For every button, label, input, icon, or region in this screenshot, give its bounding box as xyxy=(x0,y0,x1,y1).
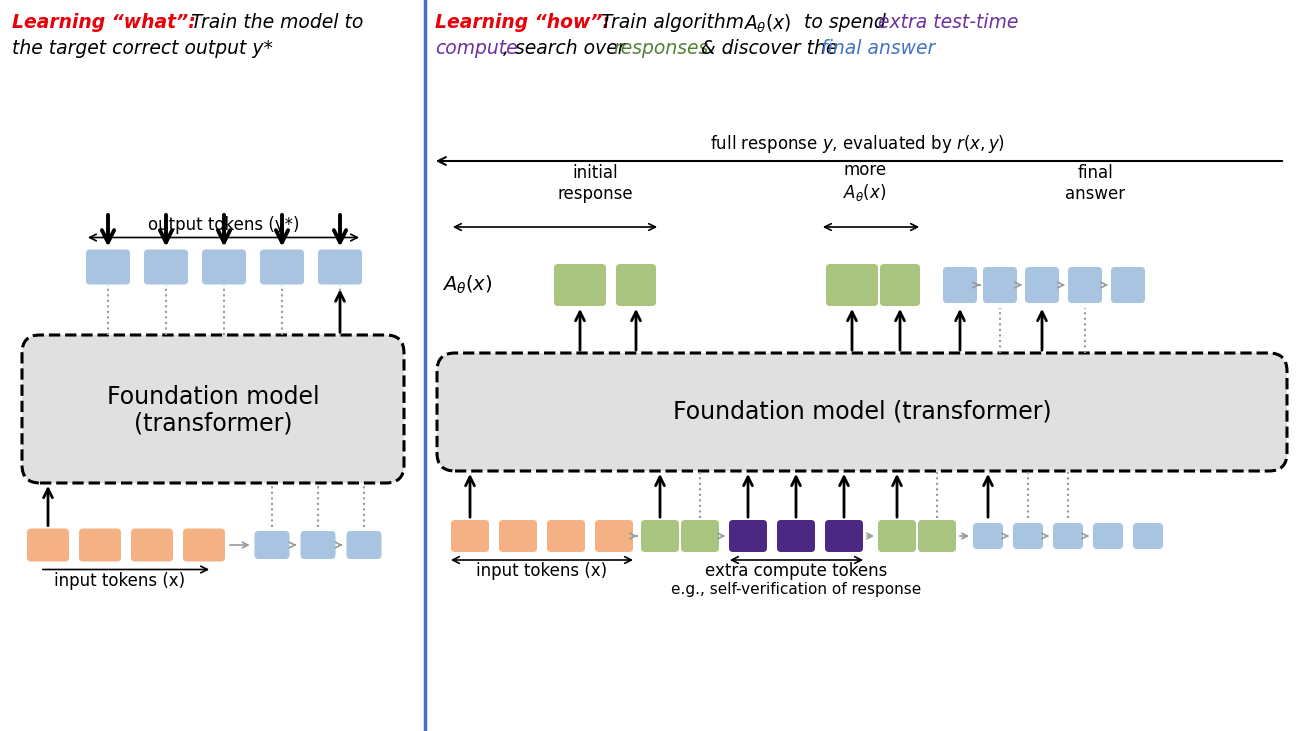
Text: the target correct output y*: the target correct output y* xyxy=(12,39,273,58)
Text: extra test-time: extra test-time xyxy=(878,13,1018,32)
Text: (transformer): (transformer) xyxy=(134,411,292,435)
Text: initial
response: initial response xyxy=(558,164,633,203)
FancyBboxPatch shape xyxy=(1053,523,1083,549)
FancyBboxPatch shape xyxy=(183,529,225,561)
FancyBboxPatch shape xyxy=(777,520,815,552)
FancyBboxPatch shape xyxy=(260,249,304,284)
FancyBboxPatch shape xyxy=(1013,523,1043,549)
Text: Train algorithm: Train algorithm xyxy=(595,13,750,32)
Text: Learning “how”:: Learning “how”: xyxy=(436,13,610,32)
FancyBboxPatch shape xyxy=(595,520,633,552)
Text: Train the model to: Train the model to xyxy=(185,13,364,32)
FancyBboxPatch shape xyxy=(499,520,537,552)
FancyBboxPatch shape xyxy=(255,531,290,559)
FancyBboxPatch shape xyxy=(79,529,121,561)
FancyBboxPatch shape xyxy=(86,249,130,284)
FancyBboxPatch shape xyxy=(347,531,381,559)
Text: full response $y$, evaluated by $r(x,y)$: full response $y$, evaluated by $r(x,y)$ xyxy=(710,133,1005,155)
FancyBboxPatch shape xyxy=(547,520,585,552)
FancyBboxPatch shape xyxy=(1024,267,1060,303)
FancyBboxPatch shape xyxy=(826,264,878,306)
Text: final
answer: final answer xyxy=(1065,164,1124,203)
FancyBboxPatch shape xyxy=(131,529,173,561)
FancyBboxPatch shape xyxy=(22,335,404,483)
FancyBboxPatch shape xyxy=(437,353,1287,471)
FancyBboxPatch shape xyxy=(918,520,956,552)
FancyBboxPatch shape xyxy=(1134,523,1164,549)
FancyBboxPatch shape xyxy=(1093,523,1123,549)
FancyBboxPatch shape xyxy=(641,520,679,552)
Text: compute: compute xyxy=(436,39,517,58)
Text: e.g., self-verification of response: e.g., self-verification of response xyxy=(671,582,922,597)
FancyBboxPatch shape xyxy=(616,264,656,306)
FancyBboxPatch shape xyxy=(300,531,335,559)
FancyBboxPatch shape xyxy=(983,267,1017,303)
Text: extra compute tokens: extra compute tokens xyxy=(705,562,887,580)
FancyBboxPatch shape xyxy=(681,520,719,552)
FancyBboxPatch shape xyxy=(942,267,978,303)
Text: to spend: to spend xyxy=(798,13,892,32)
FancyBboxPatch shape xyxy=(729,520,767,552)
FancyBboxPatch shape xyxy=(554,264,606,306)
FancyBboxPatch shape xyxy=(826,520,863,552)
Text: $A_\theta(x)$: $A_\theta(x)$ xyxy=(744,13,792,35)
Text: input tokens (x): input tokens (x) xyxy=(55,572,186,589)
Text: $A_\theta(x)$: $A_\theta(x)$ xyxy=(442,274,493,296)
FancyBboxPatch shape xyxy=(972,523,1004,549)
Text: input tokens (x): input tokens (x) xyxy=(476,562,607,580)
Text: & discover the: & discover the xyxy=(696,39,844,58)
FancyBboxPatch shape xyxy=(318,249,361,284)
FancyBboxPatch shape xyxy=(1112,267,1145,303)
Text: Foundation model (transformer): Foundation model (transformer) xyxy=(672,400,1052,424)
Text: , search over: , search over xyxy=(503,39,632,58)
Text: Foundation model: Foundation model xyxy=(107,385,320,409)
FancyBboxPatch shape xyxy=(144,249,188,284)
Text: final answer: final answer xyxy=(822,39,935,58)
Text: output tokens (y*): output tokens (y*) xyxy=(148,216,300,233)
FancyBboxPatch shape xyxy=(878,520,916,552)
FancyBboxPatch shape xyxy=(1069,267,1102,303)
FancyBboxPatch shape xyxy=(880,264,920,306)
Text: more
$A_\theta(x)$: more $A_\theta(x)$ xyxy=(844,161,887,203)
Text: Learning “what”:: Learning “what”: xyxy=(12,13,196,32)
FancyBboxPatch shape xyxy=(451,520,489,552)
FancyBboxPatch shape xyxy=(202,249,246,284)
Text: responses: responses xyxy=(614,39,709,58)
FancyBboxPatch shape xyxy=(27,529,69,561)
